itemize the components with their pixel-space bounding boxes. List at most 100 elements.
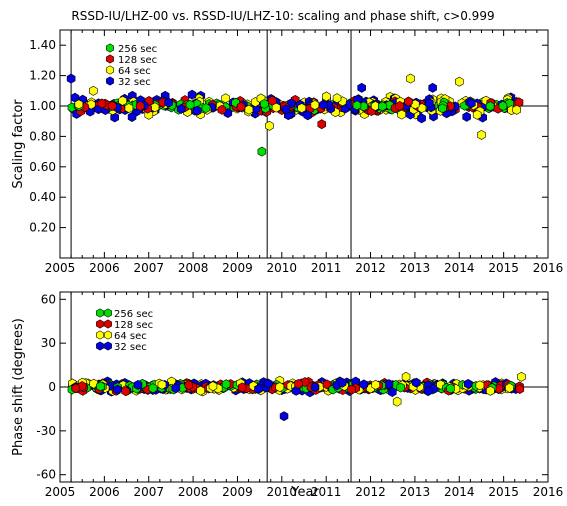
data-point-64-sec [86,99,96,110]
data-point-256-sec [221,379,231,390]
data-point-64-sec [74,99,84,110]
x-tick-label: 2015 [488,261,519,275]
y-tick-label: -30 [36,424,56,438]
data-point-128-sec [347,384,357,395]
x-tick-label: 2008 [178,485,209,499]
data-point-64-sec [475,380,485,391]
y-tick-label: 1.00 [29,99,56,113]
x-tick-label: 2014 [444,261,475,275]
data-point-32-sec [412,377,421,388]
data-point-32-sec [287,98,296,109]
data-point-128-sec [294,378,303,389]
data-point-64-sec [150,102,160,113]
data-point-256-sec [352,100,362,111]
data-point-256-sec [378,101,387,112]
data-point-64-sec [332,93,342,104]
data-point-32-sec [463,378,473,389]
x-axis-label: Year [290,485,319,500]
data-point-128-sec [322,379,332,390]
data-point-256-sec [438,103,447,114]
data-point-128-sec [121,386,130,397]
data-point-32-sec [187,89,197,100]
data-point-64-sec [118,95,127,106]
y-tick-label: 30 [41,336,56,350]
outlier-point [357,82,367,93]
scatter-points [67,371,526,422]
x-tick-label: 2008 [178,261,209,275]
x-tick-label: 2016 [533,485,564,499]
legend-marker [106,43,114,53]
data-point-128-sec [184,380,194,391]
x-tick-label: 2014 [444,485,475,499]
outlier-point [317,119,327,130]
data-point-32-sec [310,382,320,393]
data-point-64-sec [397,109,407,120]
x-tick-label: 2016 [533,261,564,275]
data-point-32-sec [423,386,433,397]
data-point-64-sec [310,100,320,110]
phase-panel: 2005 2006 2007 2008 2009 2010 2011 2012 2013 2014… [11,291,564,499]
data-point-32-sec [176,103,186,114]
data-point-32-sec [263,378,273,389]
data-point-32-sec [417,113,426,124]
outlier-point [401,371,411,382]
legend-marker [104,319,112,329]
data-point-128-sec [107,100,117,111]
data-point-256-sec [260,98,269,109]
data-point-64-sec [486,385,495,396]
data-point-32-sec [337,377,347,388]
x-tick-label: 2013 [400,261,431,275]
outlier-point [454,76,464,87]
data-point-128-sec [404,96,413,107]
y-tick-label: 0.60 [29,160,56,174]
data-point-32-sec [359,379,369,390]
data-point-32-sec [171,383,181,394]
x-tick-label: 2011 [311,485,342,499]
data-point-64-sec [512,104,522,115]
legend-marker [96,319,104,329]
legend-marker [96,308,104,318]
data-point-128-sec [267,95,277,106]
data-point-64-sec [221,93,230,104]
x-tick-label: 2005 [45,261,76,275]
x-tick-label: 2007 [133,485,164,499]
data-point-256-sec [201,103,211,114]
legend-marker [106,76,114,86]
data-point-32-sec [193,105,202,116]
outlier-point [392,396,402,407]
x-tick-label: 2012 [355,261,386,275]
data-point-32-sec [425,98,434,109]
data-point-64-sec [124,103,134,114]
data-point-128-sec [236,101,246,112]
data-point-64-sec [275,382,285,393]
x-tick-label: 2009 [222,485,253,499]
legend-marker [104,308,112,318]
data-point-256-sec [485,101,495,112]
data-point-64-sec [89,378,98,389]
data-point-256-sec [498,100,508,111]
chart-title: RSSD-IU/LHZ-00 vs. RSSD-IU/LHZ-10: scali… [71,9,494,23]
outlier-point [517,371,526,382]
x-tick-label: 2009 [222,261,253,275]
data-point-32-sec [113,384,122,395]
y-tick-label: -60 [36,468,56,482]
data-point-64-sec [208,381,218,392]
data-point-32-sec [384,379,394,390]
data-point-32-sec [281,104,291,115]
legend-label: 256 sec [114,309,153,320]
data-point-128-sec [300,377,310,388]
data-point-32-sec [164,97,173,108]
y-tick-label: 0.20 [29,221,56,235]
data-point-128-sec [97,98,107,109]
legend-label: 128 sec [118,55,157,66]
data-point-128-sec [217,104,227,115]
outlier-point [428,82,437,93]
y-tick-label: 60 [41,292,56,306]
x-tick-label: 2010 [267,261,298,275]
data-point-64-sec [297,103,307,114]
data-point-64-sec [157,379,167,390]
legend-label: 128 sec [114,320,153,331]
data-point-32-sec [303,110,313,121]
